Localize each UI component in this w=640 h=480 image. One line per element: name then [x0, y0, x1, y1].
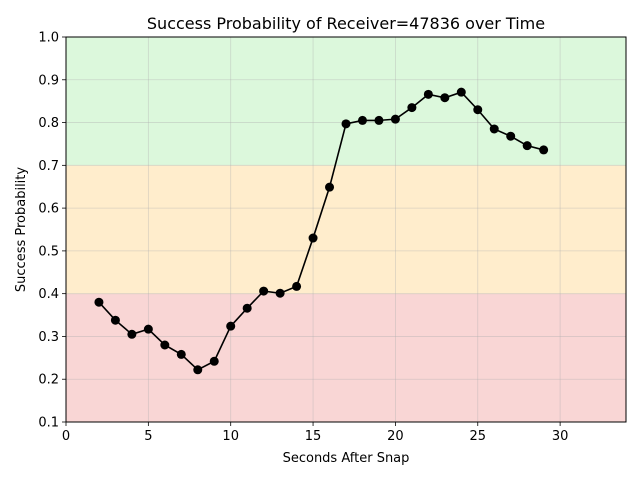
plot-frame [65, 36, 627, 423]
data-point [440, 93, 450, 103]
data-point [110, 315, 120, 325]
data-point [94, 297, 104, 307]
data-point [390, 114, 400, 124]
data-point [341, 119, 351, 129]
x-tick-label: 5 [144, 429, 152, 444]
band-1 [66, 165, 626, 294]
data-point [242, 303, 252, 313]
data-point [539, 145, 549, 155]
data-point [160, 340, 170, 350]
x-tick-label: 30 [552, 429, 569, 444]
x-axis-ticks: 0 5 10 15 20 25 30 [62, 422, 569, 444]
band-2 [66, 37, 626, 166]
y-tick-label: 0.9 [38, 73, 59, 88]
data-point [308, 233, 318, 243]
y-tick-label: 0.4 [38, 287, 59, 302]
series-line [98, 91, 544, 371]
chart-title: Success Probability of Receiver=47836 ov… [147, 14, 545, 33]
data-point [473, 105, 483, 115]
data-point [275, 288, 285, 298]
data-point [226, 321, 236, 331]
x-tick-label: 10 [222, 429, 239, 444]
y-tick-label: 0.5 [38, 244, 59, 259]
x-tick-label: 0 [62, 429, 70, 444]
data-point [407, 103, 417, 113]
data-point [176, 349, 186, 359]
y-axis-ticks: 0.1 0.2 0.3 0.4 0.5 0.6 0.7 0.8 0.9 1.0 [38, 31, 66, 431]
y-tick-label: 0.7 [38, 159, 59, 174]
x-axis-label: Seconds After Snap [283, 451, 410, 466]
data-point [127, 329, 137, 339]
y-tick-label: 0.3 [38, 330, 59, 345]
data-point [259, 286, 269, 296]
data-point [193, 365, 203, 375]
band-0 [66, 293, 626, 422]
y-tick-label: 0.6 [38, 202, 59, 217]
y-axis-label: Success Probability [14, 167, 29, 292]
y-tick-label: 1.0 [38, 31, 59, 46]
y-tick-label: 0.8 [38, 116, 59, 131]
data-point [423, 89, 433, 99]
data-point [456, 87, 466, 97]
x-tick-label: 20 [387, 429, 404, 444]
y-tick-label: 0.2 [38, 373, 59, 388]
data-point [506, 131, 516, 141]
x-tick-label: 15 [305, 429, 322, 444]
data-point [325, 182, 335, 192]
data-point [522, 141, 532, 151]
series-layer [94, 87, 549, 375]
y-tick-label: 0.1 [38, 416, 59, 431]
data-point [209, 356, 219, 366]
x-tick-label: 25 [469, 429, 486, 444]
probability-bands [66, 37, 626, 422]
data-point [374, 115, 384, 125]
data-point [489, 124, 499, 134]
data-point [357, 115, 367, 125]
data-point [292, 281, 302, 291]
data-point [143, 324, 153, 334]
